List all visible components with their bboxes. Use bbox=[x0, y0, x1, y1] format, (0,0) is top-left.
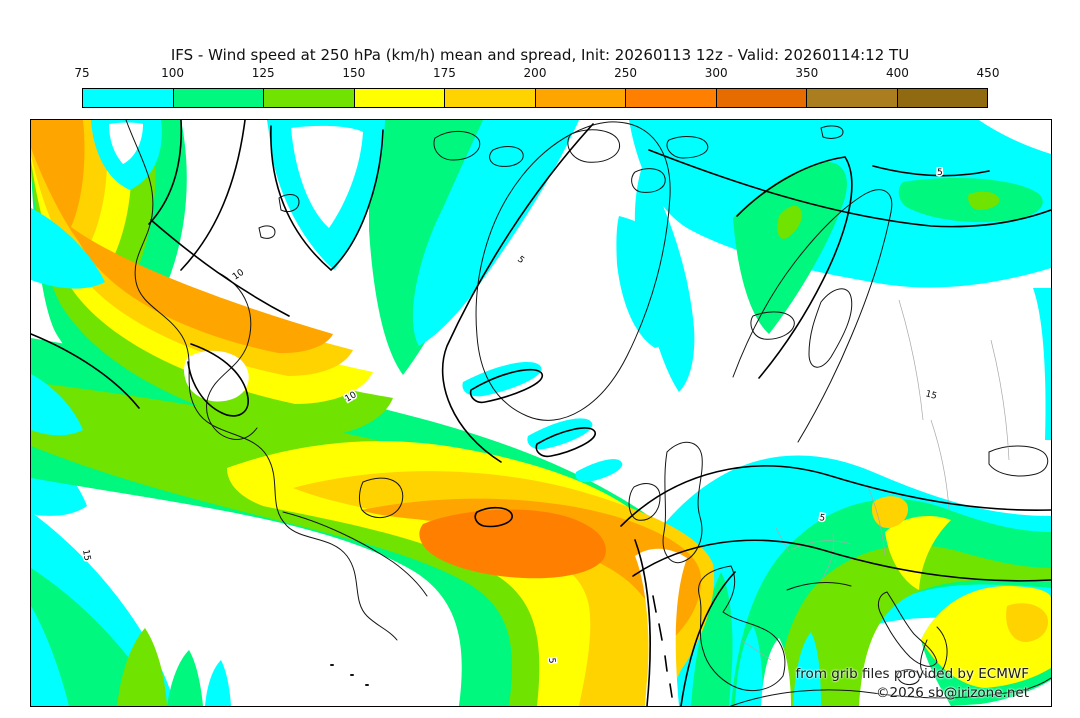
colorbar-tick-label: 200 bbox=[523, 66, 547, 80]
credit-copyright: ©2026 sb@irizone.net bbox=[876, 685, 1029, 701]
colorbar-segment bbox=[897, 89, 987, 107]
low-wind-white-pockets bbox=[109, 120, 1051, 706]
colorbar-scale bbox=[82, 88, 988, 108]
colorbar-tick-label: 175 bbox=[432, 66, 456, 80]
colorbar-tick-label: 300 bbox=[704, 66, 728, 80]
colorbar-segment bbox=[173, 89, 264, 107]
colorbar-tick-label: 125 bbox=[251, 66, 275, 80]
map-credits: from grib files provided by ECMWF ©2026 … bbox=[796, 665, 1029, 703]
colorbar-segment bbox=[354, 89, 445, 107]
colorbar-tick-label: 400 bbox=[885, 66, 909, 80]
colorbar-segment bbox=[535, 89, 626, 107]
coastlines-layer bbox=[125, 120, 1051, 706]
colorbar-tick-label: 150 bbox=[342, 66, 366, 80]
colorbar-segment bbox=[445, 89, 536, 107]
colorbar-tick-label: 450 bbox=[976, 66, 1000, 80]
colorbar-segment bbox=[83, 89, 174, 107]
wind-fill-layer-orange bbox=[31, 120, 702, 640]
weather-map-svg: 10 5 5 5 10 15 15 5 bbox=[31, 120, 1051, 706]
wind-fill-layer-jet-core bbox=[419, 509, 606, 579]
colorbar-tick-label: 250 bbox=[614, 66, 638, 80]
colorbar-segment bbox=[716, 89, 807, 107]
colorbar-segment bbox=[626, 89, 717, 107]
colorbar-segment bbox=[807, 89, 898, 107]
colorbar-tick-label: 75 bbox=[74, 66, 90, 80]
political-borders-layer bbox=[740, 299, 1010, 661]
contour-label: 15 bbox=[924, 389, 938, 402]
colorbar: 75 100 125 150 175 200 250 300 350 400 4… bbox=[74, 66, 999, 110]
credit-ecmwf: from grib files provided by ECMWF bbox=[795, 666, 1029, 682]
page-title: IFS - Wind speed at 250 hPa (km/h) mean … bbox=[170, 46, 910, 64]
contour-label: 5 bbox=[546, 657, 556, 664]
colorbar-segment bbox=[264, 89, 355, 107]
spread-contours-layer bbox=[31, 120, 1051, 706]
contour-label: 5 bbox=[937, 168, 943, 178]
colorbar-tick-label: 350 bbox=[795, 66, 819, 80]
contour-label: 15 bbox=[80, 549, 92, 562]
map-frame: 10 5 5 5 10 15 15 5 from grib files prov… bbox=[30, 119, 1052, 707]
colorbar-tick-label: 100 bbox=[161, 66, 185, 80]
contour-label: 5 bbox=[818, 513, 825, 524]
